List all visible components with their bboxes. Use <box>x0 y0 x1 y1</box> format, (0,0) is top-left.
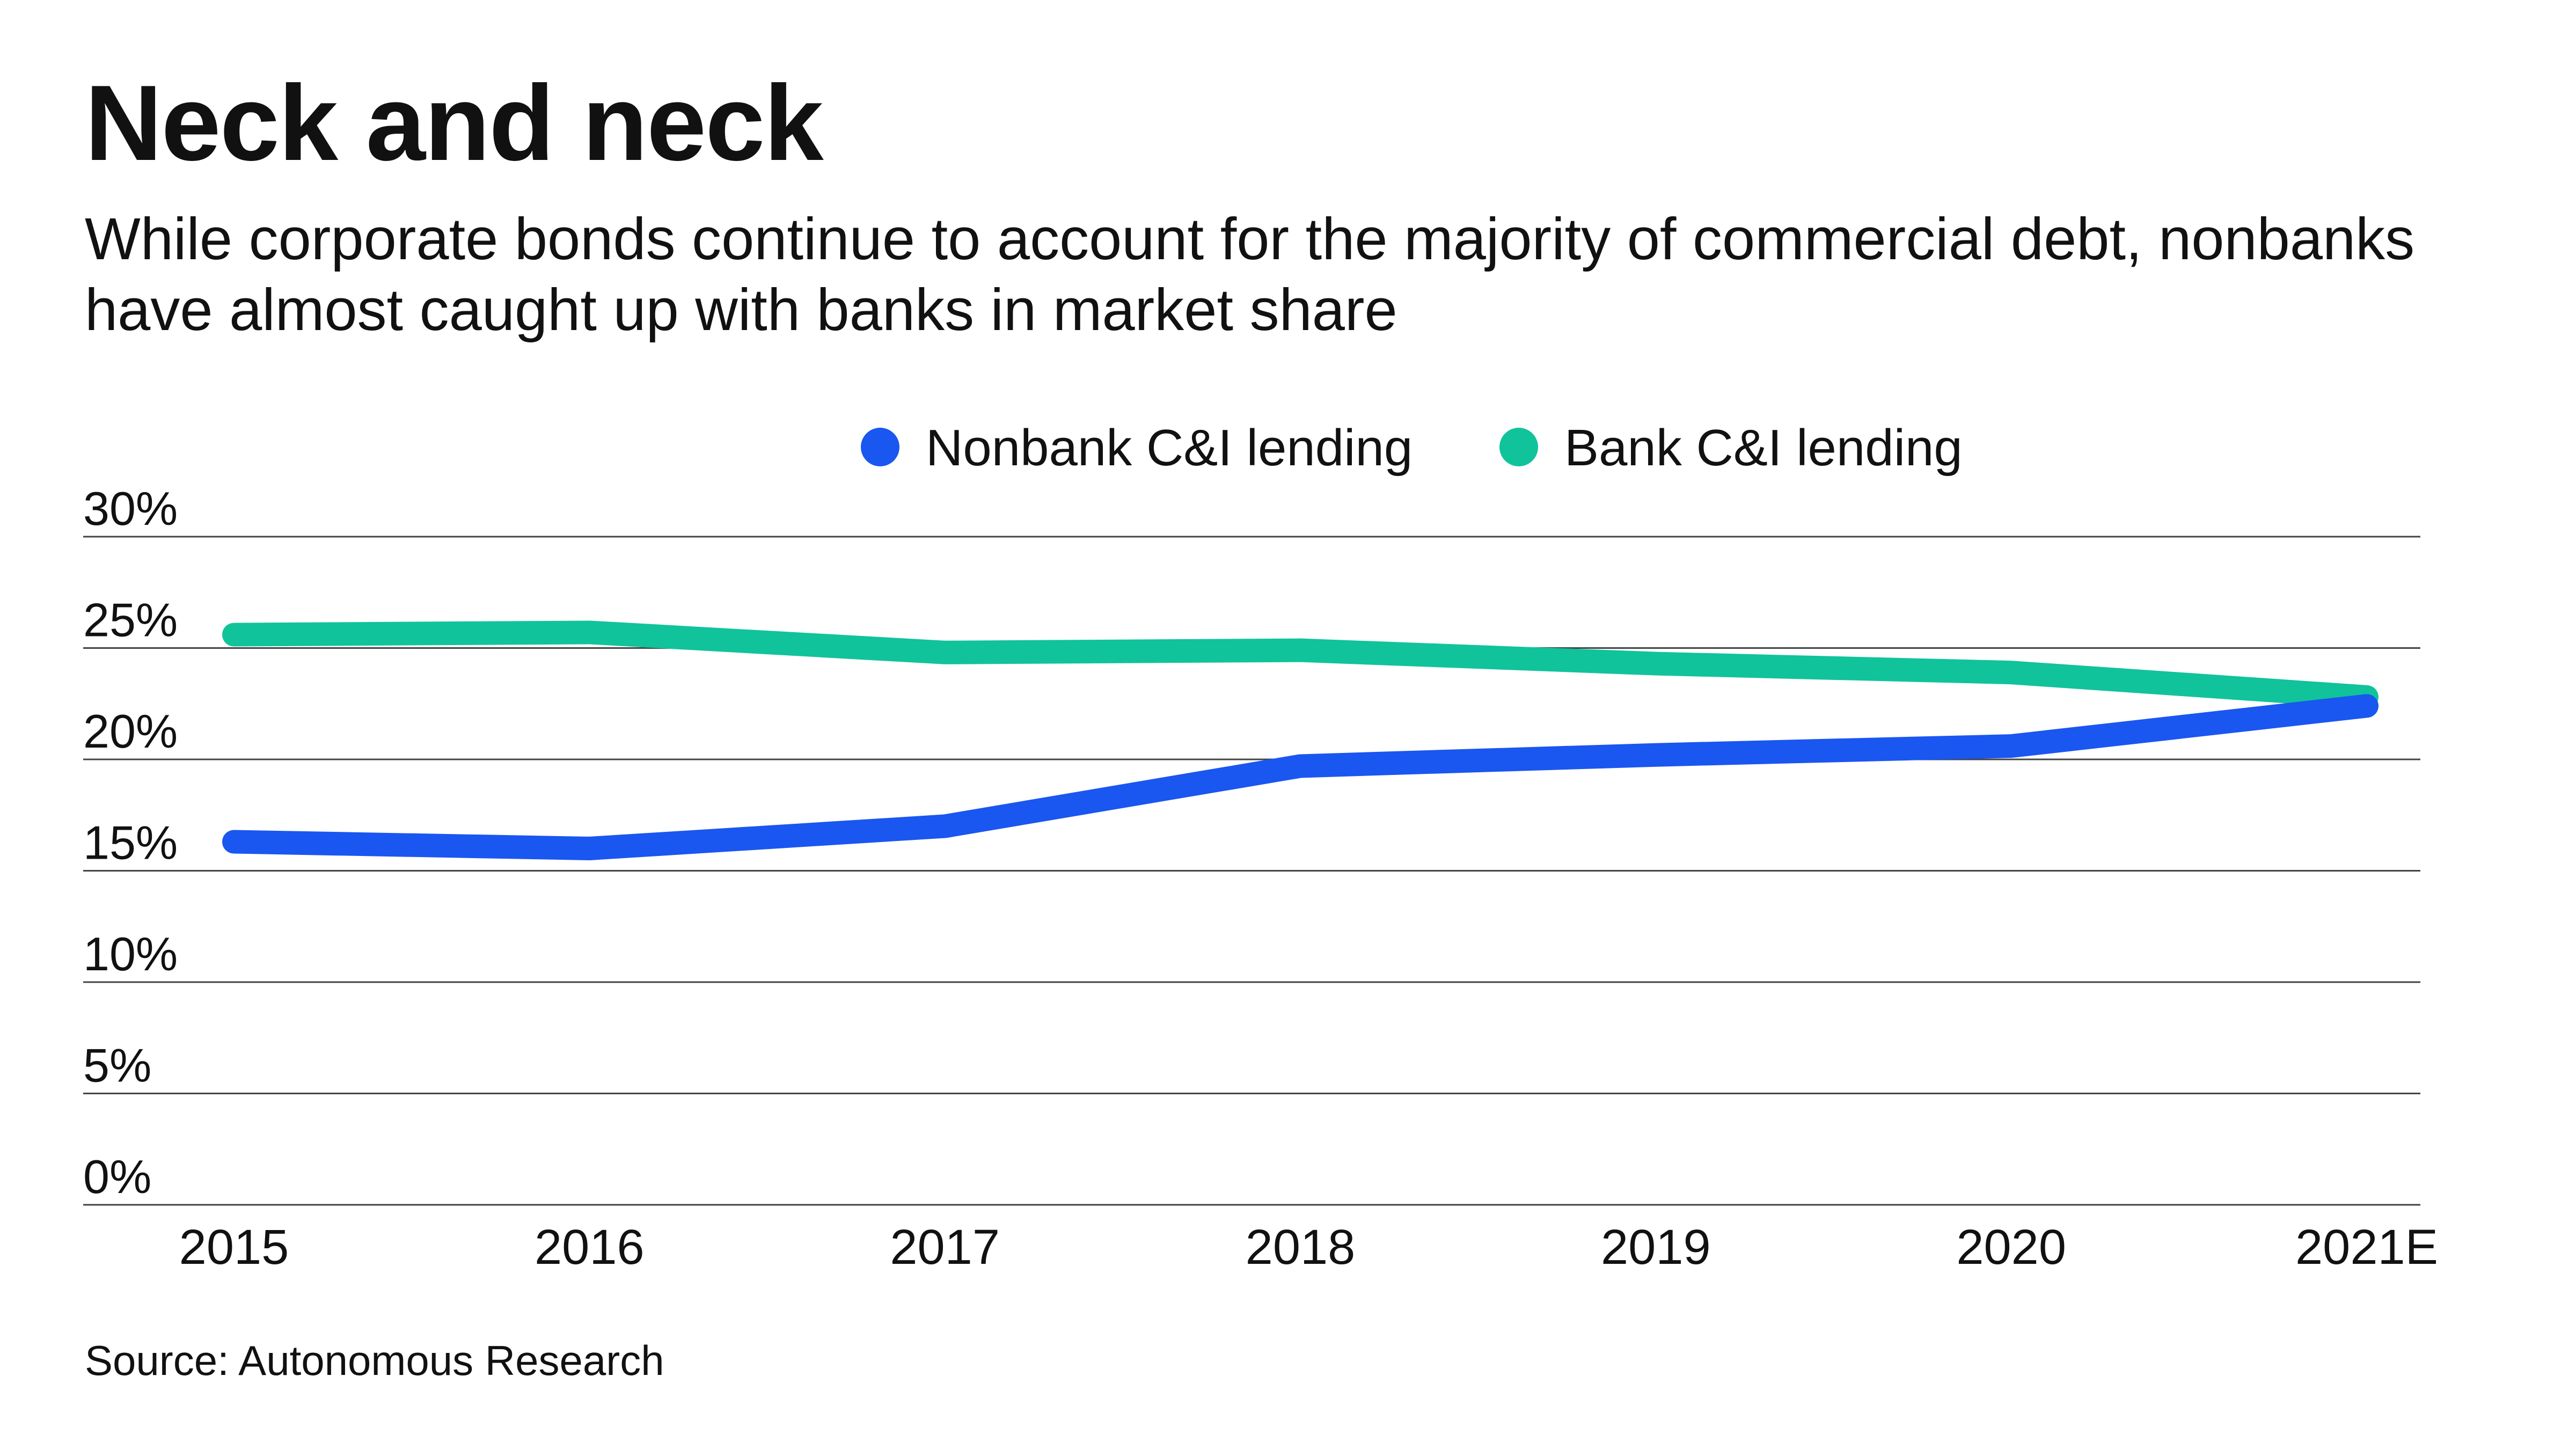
legend-label: Bank C&I lending <box>1564 419 1963 477</box>
y-tick-label: 30% <box>83 482 178 535</box>
y-tick-label: 15% <box>83 816 178 869</box>
x-axis-ticks: 2015 2016 2017 2018 2019 2020 2021E <box>179 1220 2438 1275</box>
legend-marker <box>1499 428 1538 466</box>
y-tick-label: 0% <box>83 1150 151 1203</box>
x-tick-label: 2015 <box>179 1220 289 1275</box>
legend-label: Nonbank C&I lending <box>926 419 1413 477</box>
legend-marker <box>861 428 899 466</box>
y-tick-label: 5% <box>83 1039 151 1092</box>
chart-title: Neck and neck <box>85 63 824 183</box>
chart-subtitle: While corporate bonds continue to accoun… <box>85 206 2415 343</box>
x-tick-label: 2017 <box>890 1220 1000 1275</box>
y-tick-label: 20% <box>83 705 178 758</box>
x-tick-label: 2021E <box>2295 1220 2438 1275</box>
y-axis-ticks: 0% 5% 10% 15% 20% 25% 30% <box>83 482 178 1203</box>
x-tick-label: 2016 <box>535 1220 645 1275</box>
x-tick-label: 2018 <box>1246 1220 1356 1275</box>
series-line-bank <box>222 620 2379 709</box>
legend: Nonbank C&I lending Bank C&I lending <box>861 419 1963 477</box>
series-lines <box>222 620 2379 860</box>
y-tick-label: 25% <box>83 594 178 647</box>
x-tick-label: 2020 <box>1956 1220 2066 1275</box>
gridlines <box>83 536 2420 1206</box>
series-line-nonbank <box>222 694 2379 860</box>
y-tick-label: 10% <box>83 927 178 980</box>
x-tick-label: 2019 <box>1601 1220 1711 1275</box>
source-note: Source: Autonomous Research <box>85 1337 664 1384</box>
